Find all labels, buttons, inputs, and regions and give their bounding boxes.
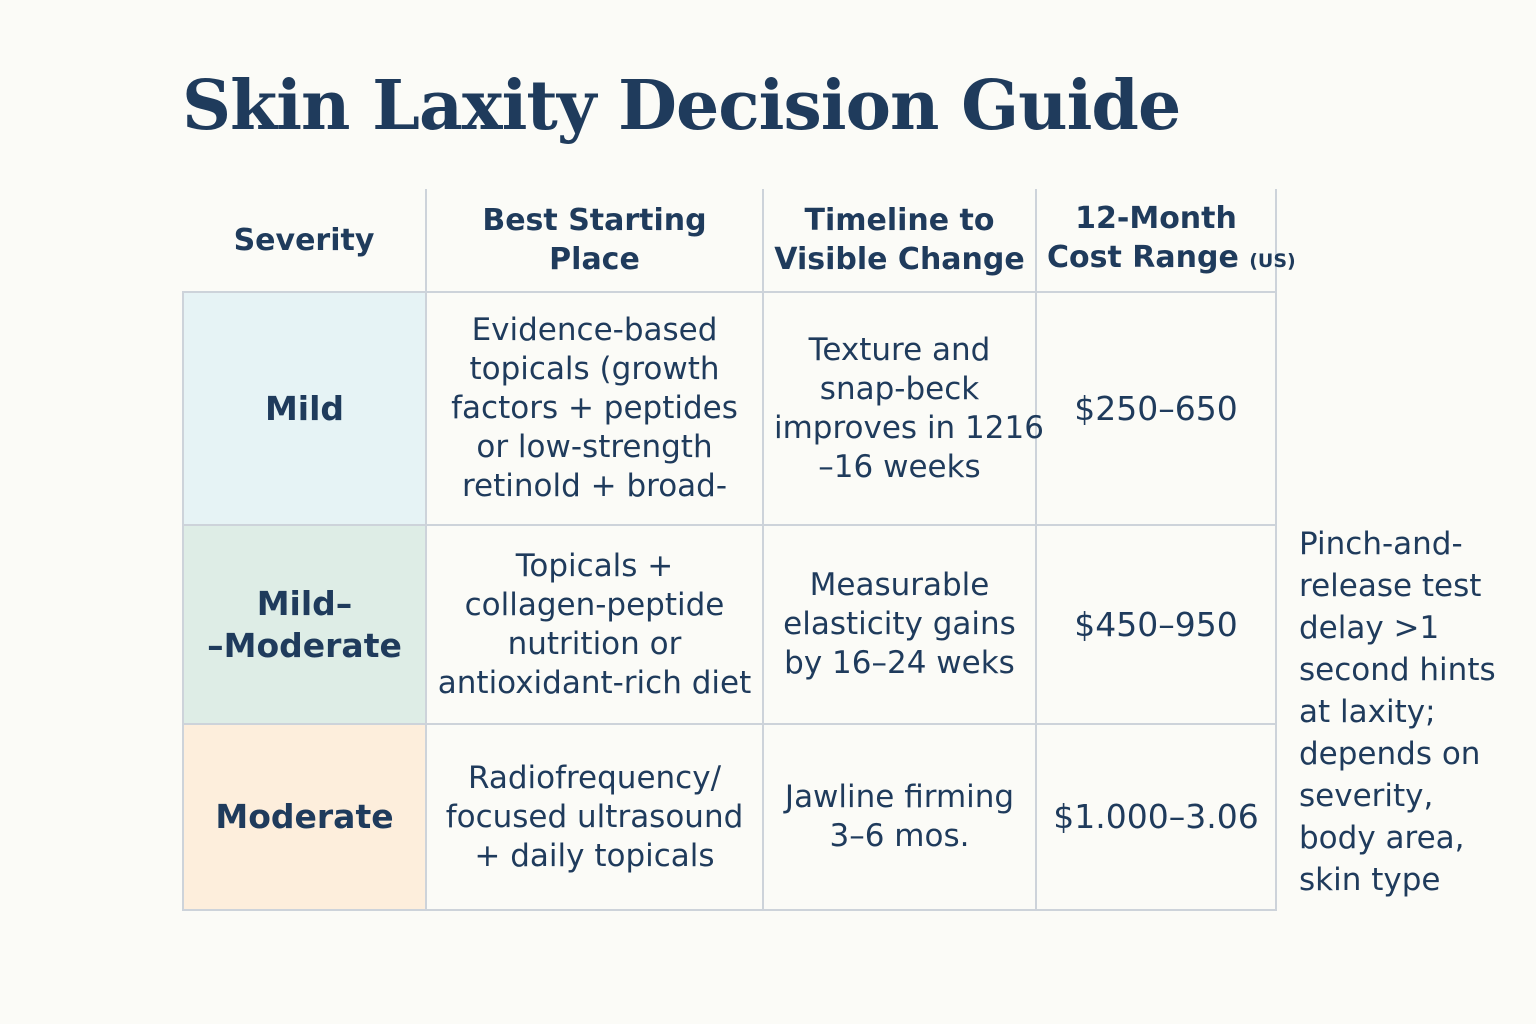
page-title: Skin Laxity Decision Guide xyxy=(182,66,1181,146)
table-row-mild: Mild Evidence-based topicals (growth fac… xyxy=(182,291,1277,526)
starting-place-cell: Evidence-based topicals (growth factors … xyxy=(425,291,764,526)
starting-place-line: factors + peptides xyxy=(451,390,738,426)
starting-place-line: antioxidant-rich diet xyxy=(437,664,752,701)
decision-table: Severity Best Starting Place Timeline to… xyxy=(182,189,1296,911)
starting-place-cell: Topicals + collagen-peptide nutrition or… xyxy=(425,524,764,725)
table-row-moderate: Moderate Radiofrequency/ focused ultraso… xyxy=(182,723,1277,911)
timeline-cell: Jawline firming 3–6 mos. xyxy=(762,723,1037,911)
side-note-line: skin type xyxy=(1299,862,1441,898)
timeline-line: –16 weeks xyxy=(818,448,981,485)
side-note: Pinch-and- release test delay >1 second … xyxy=(1299,523,1529,901)
header-cost-range: 12-Month Cost Range (US) xyxy=(1035,189,1296,293)
side-note-line: depends on xyxy=(1299,736,1481,772)
starting-place-line: retinold + broad- xyxy=(461,468,728,504)
header-best-start-label: Best Starting Place xyxy=(482,203,707,277)
starting-place-line: Evidence-based xyxy=(471,312,718,348)
starting-place-line: focused ultrasound xyxy=(445,798,744,835)
cost-cell: $450–950 xyxy=(1035,524,1277,725)
timeline-line: Measurable xyxy=(809,567,990,603)
starting-place-line: + daily topicals xyxy=(474,837,715,874)
header-severity: Severity xyxy=(183,189,427,293)
side-note-line: at laxity; xyxy=(1299,694,1436,730)
header-severity-label: Severity xyxy=(233,222,375,258)
severity-line: Mild– xyxy=(256,583,353,623)
timeline-line: Jawline firming xyxy=(784,779,1015,815)
starting-place-line: Radiofrequency/ xyxy=(467,759,722,796)
timeline-cell: Texture and snap-beck improves in 1216 –… xyxy=(762,291,1044,526)
severity-line: Moderate xyxy=(215,797,394,836)
header-timeline-line: Timeline to xyxy=(804,203,995,238)
side-note-line: Pinch-and- xyxy=(1299,526,1463,562)
starting-place-line: or low-strength xyxy=(476,429,713,465)
header-cost-line: Cost Range (US) xyxy=(1047,238,1296,281)
header-timeline: Timeline to Visible Change xyxy=(762,189,1037,293)
severity-line: Mild xyxy=(264,388,345,428)
timeline-line: 3–6 mos. xyxy=(829,818,970,854)
cost-value: $250–650 xyxy=(1074,388,1238,428)
timeline-cell: Measurable elasticity gains by 16–24 wek… xyxy=(762,524,1037,725)
table-row-mild-moderate: Mild– –Moderate Topicals + collagen-pept… xyxy=(182,524,1277,725)
header-row: Severity Best Starting Place Timeline to… xyxy=(183,189,1296,293)
side-note-line: second hints xyxy=(1299,652,1496,688)
cost-value: $450–950 xyxy=(1074,604,1238,644)
timeline-line: by 16–24 weks xyxy=(784,645,1015,681)
starting-place-line: nutrition or xyxy=(507,625,682,662)
side-note-line: body area, xyxy=(1299,820,1465,856)
side-note-line: severity, xyxy=(1299,778,1434,814)
header-cost-line: 12-Month xyxy=(1075,201,1237,236)
header-best-starting-place: Best Starting Place xyxy=(425,189,764,293)
timeline-line: snap-beck xyxy=(819,370,980,407)
cost-cell: $1.000–3.06 xyxy=(1035,723,1277,911)
cost-value: $1.000–3.06 xyxy=(1053,797,1259,836)
header-cost-label: Cost Range xyxy=(1047,240,1239,275)
timeline-line: elasticity gains xyxy=(783,606,1016,642)
starting-place-line: collagen-peptide xyxy=(464,586,725,623)
starting-place-cell: Radiofrequency/ focused ultrasound + dai… xyxy=(425,723,764,911)
side-note-line: release test xyxy=(1299,568,1482,604)
starting-place-line: topicals (growth xyxy=(469,351,720,387)
severity-line: –Moderate xyxy=(207,625,402,665)
starting-place-line: Topicals + xyxy=(515,547,674,584)
timeline-line: improves in 1216 xyxy=(774,409,1044,446)
severity-cell: Moderate xyxy=(182,723,427,911)
header-timeline-line: Visible Change xyxy=(774,242,1025,277)
severity-cell: Mild– –Moderate xyxy=(182,524,427,725)
header-cost-unit: (US) xyxy=(1249,250,1296,272)
cost-cell: $250–650 xyxy=(1035,291,1277,526)
timeline-line: Texture and xyxy=(808,331,991,368)
severity-cell: Mild xyxy=(182,291,427,526)
side-note-line: delay >1 xyxy=(1299,610,1440,646)
